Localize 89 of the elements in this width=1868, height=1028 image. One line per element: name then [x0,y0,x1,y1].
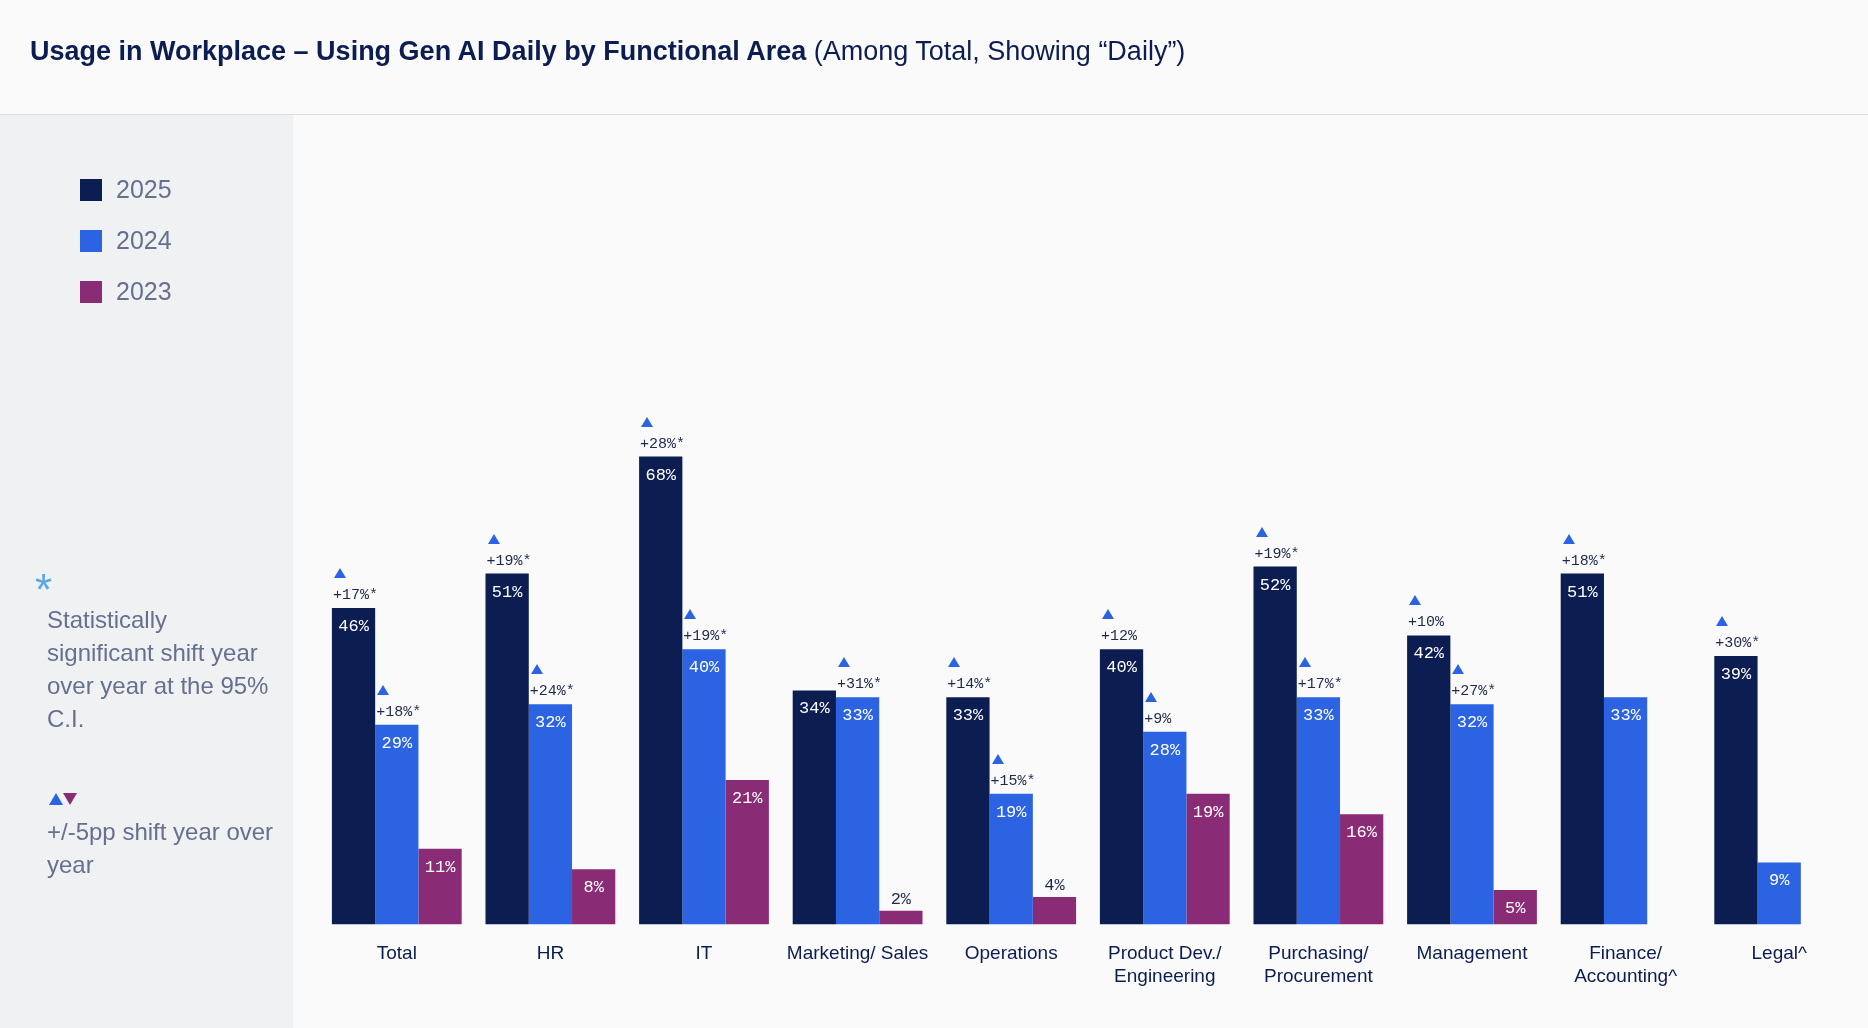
bar [1450,704,1494,925]
x-tick-label: Legal^ [1751,942,1807,964]
bar [418,848,462,925]
x-tick-label: Total [376,942,417,964]
bar [375,724,419,925]
x-tick-label: IT [695,942,713,964]
bar [1407,635,1451,925]
legend-label: 2024 [116,226,172,255]
data-label: 11% [424,857,457,877]
annotation: +17%* [1297,676,1343,694]
annotation: +12% [1100,628,1138,646]
bar [1757,862,1801,925]
text: +28%* [640,435,686,453]
bar [639,456,683,925]
data-label: 32% [1456,713,1489,733]
annotation: +9% [1144,710,1173,728]
x-tick-label: Marketing/ Sales [786,942,929,964]
annotation: +30%* [1715,635,1761,653]
x-tick-label: Product Dev./ Engineering [1107,942,1223,986]
annotation: +19%* [1254,545,1300,563]
data-label: 28% [1149,740,1181,760]
annotation: +19%* [683,628,729,646]
bar [1253,566,1297,925]
data-label: 42% [1413,644,1445,664]
data-label: 8% [583,878,605,898]
data-label: 33% [1610,706,1642,726]
x-tick-label: Finance/ Accounting^ [1574,942,1678,986]
bar [946,697,990,925]
text: +/-5pp shift year over year [47,817,275,880]
bar [485,573,529,925]
data-label: 9% [1769,871,1791,891]
annotation: +14%* [947,676,993,694]
bar [1143,731,1187,925]
data-label: 33% [842,706,874,726]
bar [682,649,726,925]
bar [879,910,923,925]
data-label: 51% [1567,582,1599,602]
annotation: +18%* [1561,552,1607,570]
bar [725,779,769,925]
x-tick-label: Management [1416,942,1529,964]
bar [528,704,573,925]
data-label: 52% [1259,575,1292,595]
annotation: +17%* [332,586,378,604]
annotation: +27%* [1451,683,1497,701]
annotation: +18%* [376,703,422,721]
data-label: 19% [995,802,1028,822]
data-label: 4% [1044,875,1066,895]
data-label: 33% [1303,706,1335,726]
data-label: 34% [799,699,831,719]
annotation: +10% [1408,614,1446,632]
legend-label: 2025 [116,175,172,204]
legend-label: 2023 [116,277,172,306]
data-label: 29% [381,733,413,753]
text: Statistically significant shift year over year at the 95% C.I. [47,605,270,734]
bar [1560,573,1604,925]
data-label: 16% [1346,823,1378,843]
bar [1296,697,1341,925]
bar [1714,656,1758,925]
annotation: +31%* [836,676,882,694]
data-label: 32% [535,713,567,733]
annotation: +24%* [529,683,575,701]
bar [1032,896,1077,925]
chart-title: Usage in Workplace – Using Gen AI Daily by Functional Area [30,36,807,66]
data-label: 33% [952,706,985,726]
x-tick-label: Operations [964,942,1058,964]
data-label: 40% [688,658,721,678]
data-label: 5% [1505,899,1527,918]
data-label: 39% [1720,665,1753,685]
annotation: +15%* [990,772,1036,790]
bar [835,697,880,925]
bar [331,607,376,925]
data-label: 21% [731,788,764,808]
x-tick-label: Purchasing/ Procurement [1264,942,1374,986]
data-label: 19% [1192,802,1225,822]
data-label: 51% [491,582,524,602]
x-tick-label: HR [536,942,565,964]
data-label: 40% [1106,658,1138,678]
chart-subtitle: (Among Total, Showing “Daily”) [813,36,1186,66]
bar [1099,649,1144,925]
data-label: 68% [645,465,677,485]
bar [1340,814,1384,925]
data-label: 2% [890,889,912,909]
bar [1603,697,1648,925]
bar [572,869,616,925]
data-label: 46% [338,616,370,636]
bar [792,690,836,925]
bar [989,793,1033,925]
bar [1186,793,1230,925]
annotation: +19%* [486,552,532,570]
